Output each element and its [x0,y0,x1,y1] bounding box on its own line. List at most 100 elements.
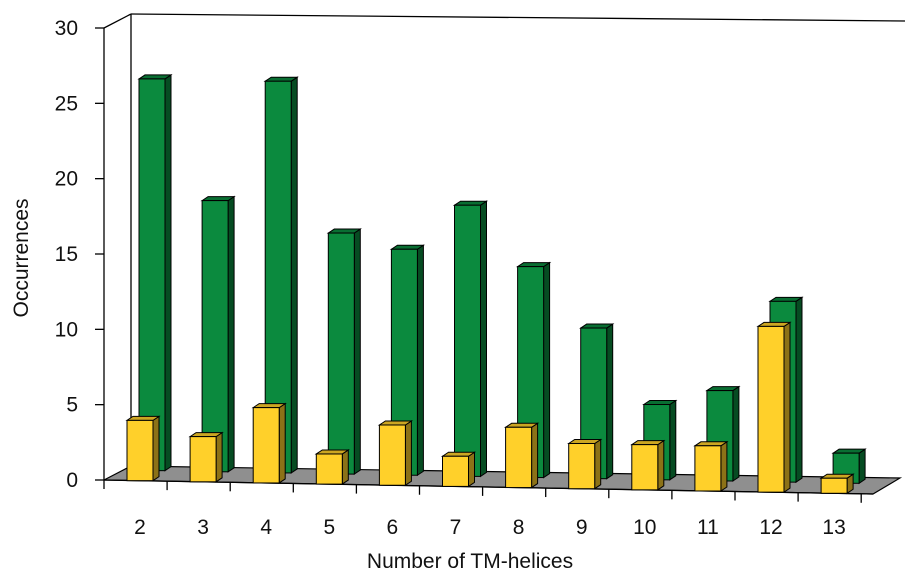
back-series-bar-7-front [454,204,481,477]
back-series-bar-11-side [732,385,740,482]
x-axis-line [103,479,874,495]
back-series-bar-10-side [669,399,677,481]
back-series-bar-5-front [327,232,355,475]
back-series-bar-5 [326,228,362,476]
left-wall-top-edge [103,13,132,29]
x-tick-label-9: 9 [576,516,588,539]
back-series-bar-10-top [642,400,678,406]
back-series-bar-2-side [164,73,172,472]
front-series-bar-8-front [505,426,533,489]
back-series-bar-2-top [137,74,173,80]
back-series-bar-7-top [452,200,489,206]
back-series-bar-5-top [326,228,362,234]
back-series-bar-6-top [389,244,426,250]
back-wall-top-edge [130,13,905,22]
x-tick-label-10: 10 [633,516,656,539]
y-tick-label-10: 10 [55,318,78,341]
front-series-bar-5-front [315,453,343,485]
front-series-bar-10-side [657,439,665,491]
front-series-bar-12 [756,321,792,494]
front-series-bar-6-top [377,420,414,426]
front-series-bar-4 [251,402,287,484]
x-tick-label-7: 7 [450,516,462,539]
x-tick-label-11: 11 [697,516,719,539]
front-series-bar-13-front [820,477,848,494]
front-series-bar-3 [188,431,224,483]
back-wall [130,13,905,466]
back-series-bar-3-front [201,200,229,473]
back-series-bar-7-side [480,200,487,478]
front-series-bars [125,321,855,495]
front-series-bar-6-front [378,424,406,486]
front-series-bar-8-top [503,422,540,428]
y-axis [103,13,132,480]
y-tick-label-30: 30 [55,17,78,40]
front-series-bar-9-side [594,438,602,490]
back-series-bar-8-top [515,262,552,268]
front-series-bar-12-side [783,321,791,494]
front-series-bar-9-front [568,442,596,490]
x-axis-title: Number of TM-helices [367,550,573,573]
y-tick-label-0: 0 [66,469,78,492]
front-series-bar-2-front [126,419,154,482]
x-tick-label-5: 5 [323,516,335,539]
back-series-bar-3-top [200,196,236,202]
front-series-bar-3-top [188,432,224,438]
front-series-bar-10 [630,439,666,491]
front-series-bar-4-top [251,403,287,409]
y-axis-title: Occurrences [10,198,33,317]
front-series-bar-5-top [314,449,350,455]
x-tick-label-8: 8 [513,516,525,539]
back-series-bar-13-side [858,448,866,485]
x-tick-label-6: 6 [387,516,399,539]
front-series-bar-7 [440,451,477,488]
back-series-bar-13-top [831,448,867,454]
back-series-bars [137,73,867,485]
front-series-bar-12-top [756,321,792,327]
back-series-bar-12-top [768,296,804,302]
y-tick-label-20: 20 [55,168,78,191]
front-series-bar-7-side [468,451,475,488]
x-tick-label-13: 13 [822,516,845,539]
front-series-bar-8 [503,422,540,489]
front-series-bar-3-side [215,431,223,483]
front-series-bar-4-front [252,407,280,484]
front-series-bar-13 [819,473,855,495]
front-series-bar-2-top [125,415,161,421]
back-series-bar-6-side [416,244,424,477]
back-series-bar-9-side [606,323,614,480]
front-series-bar-7-front [442,455,469,487]
back-series-bar-8-side [543,261,551,479]
front-series-bar-5-side [341,449,349,486]
back-series-bar-2 [137,73,173,472]
front-series-bar-4-side [278,402,286,484]
front-series-bar-10-top [630,440,666,446]
back-series-bar-7 [452,200,489,478]
y-tick-label-5: 5 [66,394,78,417]
x-tick-label-4: 4 [260,516,272,539]
back-series-bar-3 [200,195,236,473]
back-series-bar-11-top [705,386,741,392]
back-series-bar-5-side [353,228,361,476]
y-tick-label-15: 15 [55,243,78,266]
x-ticks: 2 3 4 5 6 7 8 9 10 11 12 13 [103,480,862,539]
back-series-bar-4-side [290,76,298,474]
front-series-bar-11 [693,440,729,492]
back-series-bar-12-side [795,296,803,484]
front-series-bar-12-front [757,325,785,493]
front-series-bar-11-top [693,441,729,447]
front-series-bar-13-top [819,473,855,479]
back-series-bar-3-side [227,195,235,473]
front-series-bar-6 [377,420,414,487]
x-axis [103,479,874,495]
front-series-bar-10-front [631,444,659,491]
y-ticks: 0 5 10 15 20 25 30 [55,17,104,492]
front-series-bar-11-side [720,440,728,492]
back-series-bar-9-top [579,323,615,329]
front-series-bar-2 [125,415,161,482]
back-series-bar-4-top [263,76,299,82]
x-tick-label-3: 3 [197,516,209,539]
back-series-bar-2-front [138,78,166,472]
front-series-bar-9 [567,438,603,490]
